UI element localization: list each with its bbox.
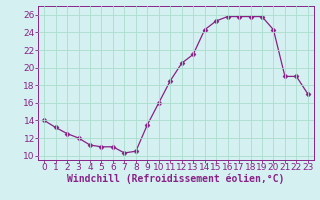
- X-axis label: Windchill (Refroidissement éolien,°C): Windchill (Refroidissement éolien,°C): [67, 174, 285, 184]
